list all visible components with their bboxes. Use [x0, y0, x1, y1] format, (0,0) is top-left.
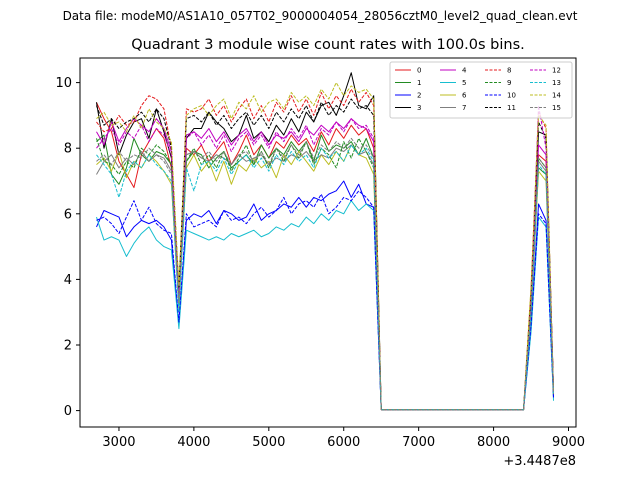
- legend-label-5: 5: [462, 79, 466, 87]
- legend-label-12: 12: [552, 67, 561, 75]
- series-line-5: [96, 200, 555, 411]
- legend-label-4: 4: [462, 67, 467, 75]
- x-tick-label: 5000: [252, 435, 285, 450]
- series-line-9: [96, 137, 555, 411]
- x-axis: 3000 4000 5000 6000 7000 8000 9000: [102, 427, 585, 450]
- y-tick-label: 10: [55, 76, 72, 91]
- series-line-11: [96, 98, 555, 411]
- legend-label-15: 15: [552, 104, 561, 112]
- x-tick-label: 4000: [177, 435, 210, 450]
- plot-frame: [79, 57, 577, 428]
- legend-label-11: 11: [507, 104, 516, 112]
- legend-label-3: 3: [417, 104, 421, 112]
- series-line-14: [96, 82, 555, 411]
- x-tick-label: 9000: [552, 435, 585, 450]
- x-tick-label: 7000: [402, 435, 435, 450]
- legend-label-2: 2: [417, 92, 421, 100]
- series-line-1: [96, 134, 555, 411]
- x-offset-label: +3.4487e8: [503, 454, 576, 469]
- data-file-suptitle: Data file: modeM0/AS1A10_057T02_90000040…: [63, 9, 578, 23]
- y-tick-label: 0: [64, 404, 72, 419]
- y-tick-label: 8: [64, 142, 72, 157]
- legend-label-0: 0: [417, 67, 421, 75]
- legend-label-1: 1: [417, 79, 421, 87]
- legend-label-7: 7: [462, 104, 466, 112]
- y-tick-label: 6: [64, 207, 72, 222]
- series-layer: [95, 72, 555, 411]
- legend-label-14: 14: [552, 92, 561, 100]
- legend-label-8: 8: [507, 67, 511, 75]
- series-line-7: [96, 144, 555, 411]
- chart-title: Quadrant 3 module wise count rates with …: [131, 37, 525, 53]
- x-tick-label: 6000: [327, 435, 360, 450]
- legend-frame: [389, 61, 573, 119]
- series-line-10: [96, 190, 555, 411]
- series-line-13: [96, 144, 555, 411]
- series-line-15: [96, 137, 555, 411]
- y-tick-label: 2: [64, 339, 72, 354]
- y-tick-label: 4: [64, 273, 72, 288]
- x-tick-label: 3000: [102, 435, 135, 450]
- x-tick-label: 8000: [477, 435, 510, 450]
- legend-label-10: 10: [507, 92, 516, 100]
- legend-label-6: 6: [462, 92, 467, 100]
- legend-label-13: 13: [552, 79, 561, 87]
- series-line-6: [96, 144, 555, 411]
- series-line-12: [96, 105, 555, 411]
- legend-label-9: 9: [507, 79, 511, 87]
- series-line-2: [96, 180, 555, 411]
- y-axis: 0 2 4 6 8 10: [55, 76, 80, 419]
